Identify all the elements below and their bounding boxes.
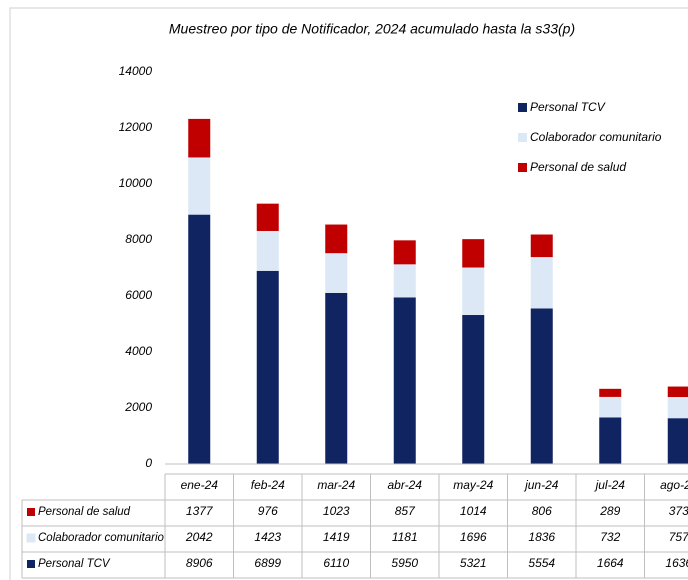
- table-value: 6899: [254, 556, 281, 570]
- table-row-label: Personal de salud: [38, 506, 131, 518]
- legend-swatch: [518, 163, 527, 172]
- y-tick-label: 8000: [125, 232, 152, 246]
- bar-segment: [393, 240, 416, 265]
- bar-segment: [462, 267, 485, 316]
- x-tick-label: ene-24: [181, 478, 219, 492]
- bar-segment: [325, 253, 348, 293]
- bar-segment: [188, 157, 211, 215]
- bar-segment: [188, 118, 211, 158]
- bar-segment: [188, 214, 211, 464]
- table-value: 1636: [665, 556, 688, 570]
- bar-segment: [325, 224, 348, 254]
- x-tick-label: mar-24: [317, 478, 355, 492]
- x-tick-label: jun-24: [523, 478, 559, 492]
- bar-segment: [667, 396, 688, 419]
- table-value: 806: [532, 504, 552, 518]
- table-value: 1664: [597, 556, 624, 570]
- table-value: 5554: [528, 556, 555, 570]
- table-value: 732: [600, 530, 620, 544]
- table-row-label: Colaborador comunitario: [38, 532, 165, 544]
- table-value: 757: [669, 530, 688, 544]
- legend-label: Personal de salud: [530, 160, 626, 174]
- legend-swatch: [518, 133, 527, 142]
- y-tick-label: 6000: [125, 288, 152, 302]
- chart-title: Muestreo por tipo de Notificador, 2024 a…: [169, 21, 575, 37]
- x-tick-label: abr-24: [388, 478, 423, 492]
- table-value: 8906: [186, 556, 213, 570]
- bar-segment: [256, 203, 279, 231]
- y-tick-label: 14000: [119, 64, 153, 78]
- table-value: 976: [258, 504, 278, 518]
- chart-border: [9, 7, 688, 580]
- table-value: 1181: [392, 530, 418, 544]
- table-swatch: [27, 508, 35, 516]
- bar-segment: [667, 418, 688, 464]
- table-value: 5950: [391, 556, 418, 570]
- table-value: 1696: [460, 530, 487, 544]
- y-tick-label: 10000: [119, 176, 153, 190]
- legend-swatch: [518, 103, 527, 112]
- x-tick-label: ago-24: [660, 478, 688, 492]
- table-value: 6110: [323, 556, 349, 570]
- bar-segment: [667, 386, 688, 397]
- bar-segment: [530, 234, 553, 258]
- table-swatch: [26, 533, 36, 543]
- bar-segment: [393, 264, 416, 298]
- bar-segment: [256, 270, 279, 464]
- bar-segment: [530, 308, 553, 464]
- bar-segment: [256, 230, 279, 271]
- bar-segment: [393, 297, 416, 464]
- table-value: 1423: [254, 530, 281, 544]
- x-tick-label: feb-24: [251, 478, 285, 492]
- table-value: 857: [395, 504, 416, 518]
- legend-label: Colaborador comunitario: [530, 130, 662, 144]
- x-tick-label: may-24: [453, 478, 493, 492]
- bar-segment: [462, 239, 485, 268]
- bar-segment: [599, 396, 622, 418]
- bar-segment: [530, 257, 553, 309]
- legend-label: Personal TCV: [530, 100, 606, 114]
- x-tick-label: jul-24: [594, 478, 626, 492]
- table-value: 373: [669, 504, 688, 518]
- y-tick-label: 2000: [124, 400, 152, 414]
- table-swatch: [27, 560, 35, 568]
- table-value: 289: [599, 504, 620, 518]
- table-value: 1377: [186, 504, 214, 518]
- table-value: 5321: [460, 556, 487, 570]
- y-tick-label: 4000: [125, 344, 152, 358]
- bar-segment: [325, 292, 348, 464]
- y-tick-label: 12000: [119, 120, 153, 134]
- table-value: 1419: [323, 530, 350, 544]
- table-value: 1014: [460, 504, 487, 518]
- y-tick-label: 0: [145, 456, 152, 470]
- table-value: 2042: [185, 530, 213, 544]
- bar-segment: [599, 388, 622, 397]
- table-value: 1836: [528, 530, 555, 544]
- bar-segment: [462, 315, 485, 464]
- bar-segment: [599, 417, 622, 464]
- table-row-label: Personal TCV: [38, 558, 111, 570]
- table-value: 1023: [323, 504, 350, 518]
